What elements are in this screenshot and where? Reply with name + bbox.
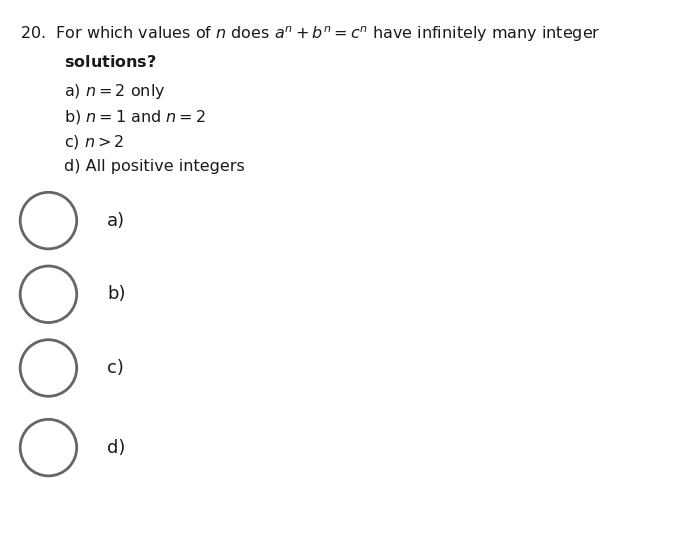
Text: $\mathbf{solutions?}$: $\mathbf{solutions?}$: [64, 54, 157, 70]
Text: d): d): [107, 438, 125, 457]
Text: a) $n = 2$ only: a) $n = 2$ only: [64, 82, 166, 101]
Text: 20.  For which values of $n$ does $a^n + b^n = c^n$ have infinitely many integer: 20. For which values of $n$ does $a^n + …: [20, 24, 601, 44]
Text: d) All positive integers: d) All positive integers: [64, 159, 245, 174]
Text: b): b): [107, 285, 125, 303]
Text: a): a): [107, 211, 125, 230]
Text: b) $n = 1$ and $n = 2$: b) $n = 1$ and $n = 2$: [64, 108, 206, 125]
Text: c): c): [107, 359, 124, 377]
Text: c) $n > 2$: c) $n > 2$: [64, 133, 125, 151]
